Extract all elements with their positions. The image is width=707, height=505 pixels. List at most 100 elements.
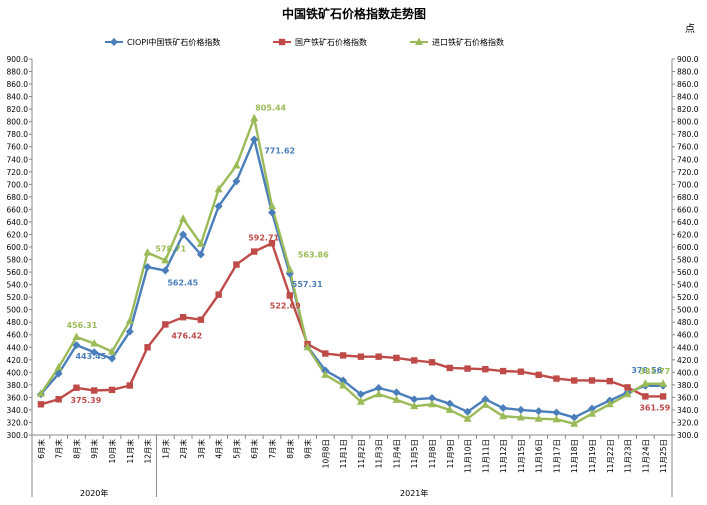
- data-point-0: [72, 341, 81, 350]
- data-point-2: [214, 184, 223, 193]
- x-tick-label: 11月10日: [464, 439, 473, 473]
- y-tick-label-left: 500.0: [7, 306, 29, 315]
- data-point-0: [143, 263, 152, 272]
- x-tick-label: 9月末: [303, 439, 313, 459]
- data-point-0: [179, 230, 188, 239]
- data-label: 378.56: [631, 366, 662, 375]
- x-tick-label: 8月末: [285, 439, 295, 459]
- y-tick-label-left: 680.0: [7, 193, 29, 202]
- series-lines: [39, 117, 664, 425]
- y-tick-label-left: 600.0: [7, 243, 29, 252]
- y-tick-label-left: 300.0: [7, 431, 29, 440]
- data-label: 563.86: [298, 251, 329, 260]
- data-label: 805.44: [255, 103, 286, 112]
- data-point-1: [535, 371, 542, 379]
- legend-marker: [110, 38, 118, 46]
- data-point-0: [499, 404, 508, 413]
- data-point-0: [463, 407, 472, 416]
- x-tick-label: 11月16日: [535, 439, 544, 473]
- legend-entry: 国产铁矿石价格指数: [295, 37, 367, 47]
- legend: CIOPI中国铁矿石价格指数 国产铁矿石价格指数 进口铁矿石价格指数: [105, 37, 504, 47]
- data-point-2: [463, 414, 472, 422]
- x-tick-label: 11月8日: [428, 439, 437, 468]
- data-point-1: [108, 386, 116, 394]
- data-point-1: [268, 240, 276, 247]
- y-tick-label-right: 300.0: [677, 431, 699, 440]
- legend-entry: CIOPI中国铁矿石价格指数: [127, 37, 220, 47]
- data-label: 456.31: [66, 321, 97, 330]
- y-tick-label-left: 880.0: [7, 68, 29, 77]
- data-label: 562.45: [167, 279, 198, 288]
- data-point-2: [605, 399, 614, 408]
- data-label: 361.59: [639, 403, 670, 412]
- y-tick-label-right: 320.0: [677, 418, 699, 427]
- data-point-0: [161, 266, 170, 275]
- x-tick-label: 12月末: [143, 439, 153, 464]
- y-tick-label-left: 800.0: [7, 118, 29, 127]
- data-point-1: [624, 384, 631, 391]
- data-point-1: [659, 393, 667, 400]
- data-point-2: [516, 412, 525, 421]
- y-tick-label-right: 520.0: [677, 293, 699, 302]
- x-tick-label: 7月末: [54, 439, 64, 459]
- data-point-2: [125, 316, 134, 324]
- y-tick-label-right: 620.0: [677, 230, 699, 239]
- x-tick-label: 11月1日: [339, 439, 348, 468]
- data-label: 375.39: [70, 396, 101, 405]
- y-tick-label-left: 400.0: [7, 368, 29, 377]
- data-point-1: [233, 261, 240, 268]
- y-tick-label-left: 520.0: [7, 293, 29, 302]
- data-point-1: [179, 313, 187, 321]
- x-tick-label: 11月19日: [588, 439, 597, 473]
- data-point-1: [464, 365, 471, 372]
- y-tick-label-right: 340.0: [677, 406, 699, 415]
- data-point-2: [268, 201, 276, 210]
- x-tick-label: 11月4日: [392, 439, 401, 468]
- data-point-2: [250, 113, 259, 122]
- data-label: 476.42: [171, 331, 202, 340]
- data-point-0: [268, 208, 276, 217]
- data-point-0: [588, 404, 596, 413]
- data-label: 522.69: [270, 301, 301, 310]
- x-tick-label: 11月12日: [499, 439, 508, 473]
- data-point-2: [108, 347, 116, 355]
- data-point-0: [125, 327, 134, 336]
- x-tick-label: 11月24日: [641, 439, 650, 473]
- y-tick-label-left: 420.0: [7, 356, 29, 365]
- data-point-1: [251, 248, 258, 255]
- data-point-0: [552, 408, 561, 417]
- data-point-1: [588, 377, 596, 384]
- data-point-1: [286, 292, 293, 299]
- data-point-2: [588, 409, 596, 417]
- data-point-1: [499, 367, 507, 375]
- y-tick-label-right: 780.0: [677, 130, 699, 139]
- y-tick-label-left: 320.0: [7, 418, 29, 427]
- data-point-2: [641, 379, 650, 387]
- data-point-0: [534, 407, 543, 416]
- y-tick-label-right: 900.0: [677, 55, 699, 64]
- x-tick-label: 11月15日: [517, 439, 526, 473]
- y-tick-label-left: 480.0: [7, 318, 29, 327]
- y-tick-label-right: 720.0: [677, 168, 699, 177]
- data-point-0: [108, 354, 116, 363]
- data-labels: 443.45 562.45 771.62 557.31 378.56 375.39 476.…: [66, 103, 670, 412]
- data-point-1: [571, 377, 578, 384]
- data-point-2: [232, 161, 241, 169]
- data-point-2: [90, 339, 99, 347]
- y-tick-label-right: 420.0: [677, 356, 699, 365]
- y-tick-label-right: 580.0: [677, 256, 699, 265]
- y-tick-label-left: 580.0: [7, 256, 29, 265]
- data-point-2: [303, 342, 312, 351]
- y-tick-label-right: 740.0: [677, 155, 699, 164]
- data-point-0: [339, 376, 348, 385]
- y-tick-label-right: 560.0: [677, 268, 699, 277]
- data-point-1: [553, 375, 560, 382]
- data-point-1: [482, 366, 489, 373]
- data-point-0: [410, 395, 419, 404]
- y-tick-label-left: 720.0: [7, 168, 29, 177]
- y-tick-label-right: 800.0: [677, 118, 699, 127]
- y-tick-label-left: 780.0: [7, 130, 29, 139]
- y-tick-label-right: 820.0: [677, 105, 699, 114]
- x-tick-label: 11月3日: [375, 439, 384, 468]
